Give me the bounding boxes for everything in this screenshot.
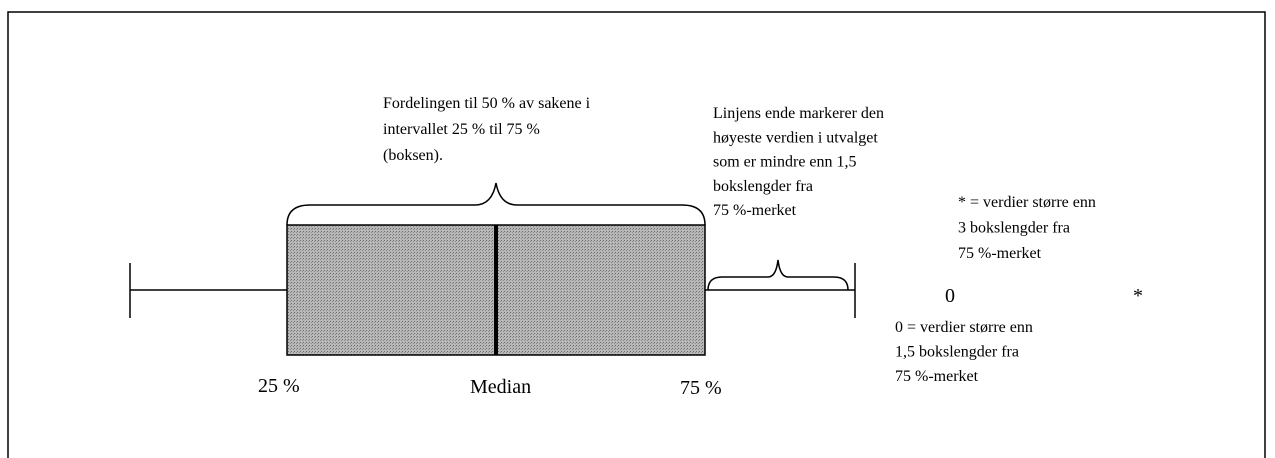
label: Fordelingen til 50 % av sakene i xyxy=(383,95,591,112)
label: høyeste verdien i utvalget xyxy=(713,129,878,146)
label: Median xyxy=(470,376,531,398)
label: 3 bokslengder fra xyxy=(958,220,1070,237)
label: Linjens ende markerer den xyxy=(713,105,884,122)
label: * = verdier større enn xyxy=(958,194,1096,211)
label: 75 %-merket xyxy=(958,245,1042,262)
boxplot xyxy=(129,182,856,356)
frame xyxy=(7,11,1266,458)
box-brace xyxy=(286,182,706,226)
label: intervallet 25 % til 75 % xyxy=(383,121,540,138)
whisker-brace xyxy=(707,259,849,291)
label: 0 = verdier større enn xyxy=(895,319,1033,336)
label: bokslengder fra xyxy=(713,178,813,195)
label: * xyxy=(1133,285,1143,307)
label: 75 %-merket xyxy=(713,202,797,219)
label: 75 %-merket xyxy=(895,368,979,385)
label: 0 xyxy=(945,285,955,307)
label: som er mindre enn 1,5 xyxy=(713,154,857,171)
label: 75 % xyxy=(680,377,722,399)
label: 1,5 bokslengder fra xyxy=(895,344,1019,361)
label: 25 % xyxy=(258,375,300,397)
label: (boksen). xyxy=(383,147,443,164)
